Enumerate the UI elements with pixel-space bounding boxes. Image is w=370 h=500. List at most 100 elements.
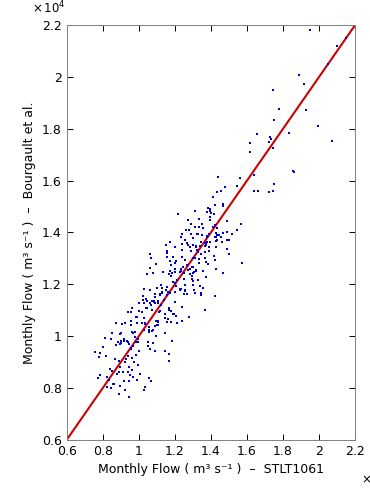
Point bbox=[134, 312, 140, 320]
Point bbox=[215, 224, 221, 232]
Point bbox=[219, 238, 225, 246]
Point bbox=[147, 250, 153, 258]
Point bbox=[117, 340, 122, 348]
Point bbox=[224, 217, 230, 225]
Point bbox=[210, 193, 216, 201]
Point bbox=[225, 245, 231, 253]
Point bbox=[191, 254, 196, 262]
Point bbox=[214, 231, 220, 239]
Point bbox=[124, 336, 130, 344]
Point bbox=[149, 326, 155, 334]
Point bbox=[133, 352, 139, 360]
Point bbox=[133, 338, 139, 345]
Point bbox=[120, 368, 126, 376]
Point bbox=[186, 270, 192, 278]
Point bbox=[156, 308, 162, 316]
Point bbox=[179, 303, 185, 311]
Point bbox=[178, 265, 184, 273]
Point bbox=[104, 383, 110, 391]
Point bbox=[150, 326, 156, 334]
Point bbox=[157, 292, 163, 300]
Point bbox=[118, 339, 124, 347]
Point bbox=[131, 358, 137, 366]
Point bbox=[140, 292, 146, 300]
Point bbox=[172, 298, 178, 306]
Point bbox=[152, 290, 158, 298]
Point bbox=[179, 317, 185, 325]
Point bbox=[251, 171, 257, 179]
Point bbox=[116, 390, 122, 398]
Point bbox=[271, 180, 277, 188]
Point bbox=[122, 319, 128, 327]
Point bbox=[182, 286, 188, 294]
Point bbox=[112, 356, 118, 364]
Point bbox=[206, 230, 212, 238]
Point bbox=[166, 350, 172, 358]
Point bbox=[155, 318, 161, 326]
Point bbox=[205, 204, 211, 212]
Point bbox=[179, 230, 185, 238]
Point bbox=[161, 296, 167, 304]
Point bbox=[189, 272, 195, 280]
Point bbox=[234, 182, 240, 190]
Point bbox=[164, 249, 170, 257]
Point bbox=[153, 260, 159, 268]
Point bbox=[166, 304, 172, 312]
Point bbox=[134, 376, 140, 384]
Point bbox=[325, 60, 331, 68]
Point bbox=[184, 290, 190, 298]
Point bbox=[204, 238, 210, 246]
Point bbox=[168, 272, 174, 280]
Point bbox=[108, 336, 114, 344]
Point bbox=[203, 238, 209, 246]
Point bbox=[142, 383, 148, 391]
Point bbox=[147, 298, 152, 306]
Point bbox=[190, 242, 196, 250]
Point bbox=[168, 262, 174, 270]
Y-axis label: Monthly Flow ( m³ s⁻¹ )  –  Bourgault et al.: Monthly Flow ( m³ s⁻¹ ) – Bourgault et a… bbox=[23, 101, 36, 364]
Point bbox=[239, 258, 245, 266]
Point bbox=[193, 242, 199, 250]
Point bbox=[185, 216, 191, 224]
Point bbox=[220, 200, 226, 208]
Point bbox=[158, 302, 164, 310]
Point bbox=[290, 166, 296, 174]
Point bbox=[128, 344, 134, 351]
Point bbox=[109, 329, 115, 337]
Point bbox=[218, 187, 224, 195]
Point bbox=[168, 307, 174, 315]
Point bbox=[117, 330, 123, 338]
Point bbox=[199, 220, 205, 228]
Point bbox=[149, 297, 155, 305]
Point bbox=[174, 282, 179, 290]
Point bbox=[150, 339, 156, 347]
Point bbox=[177, 284, 183, 292]
Point bbox=[220, 202, 226, 210]
Point bbox=[153, 318, 159, 326]
Point bbox=[271, 116, 277, 124]
Point bbox=[234, 226, 240, 234]
Point bbox=[141, 326, 147, 334]
Point bbox=[169, 269, 175, 277]
Point bbox=[334, 42, 340, 50]
Point bbox=[104, 373, 110, 381]
Point bbox=[96, 354, 102, 362]
Point bbox=[106, 376, 112, 384]
Point bbox=[122, 386, 128, 394]
Point bbox=[266, 188, 272, 196]
Point bbox=[247, 148, 253, 156]
Point bbox=[143, 295, 149, 303]
Point bbox=[250, 187, 256, 195]
Point bbox=[117, 382, 123, 390]
Point bbox=[164, 290, 170, 298]
Point bbox=[296, 70, 302, 78]
Point bbox=[188, 246, 194, 254]
Point bbox=[226, 236, 232, 244]
Point bbox=[207, 207, 213, 215]
Point bbox=[212, 292, 218, 300]
Point bbox=[202, 254, 208, 262]
Point bbox=[190, 234, 196, 242]
Point bbox=[196, 254, 202, 262]
Point bbox=[127, 393, 132, 401]
Point bbox=[247, 139, 253, 147]
